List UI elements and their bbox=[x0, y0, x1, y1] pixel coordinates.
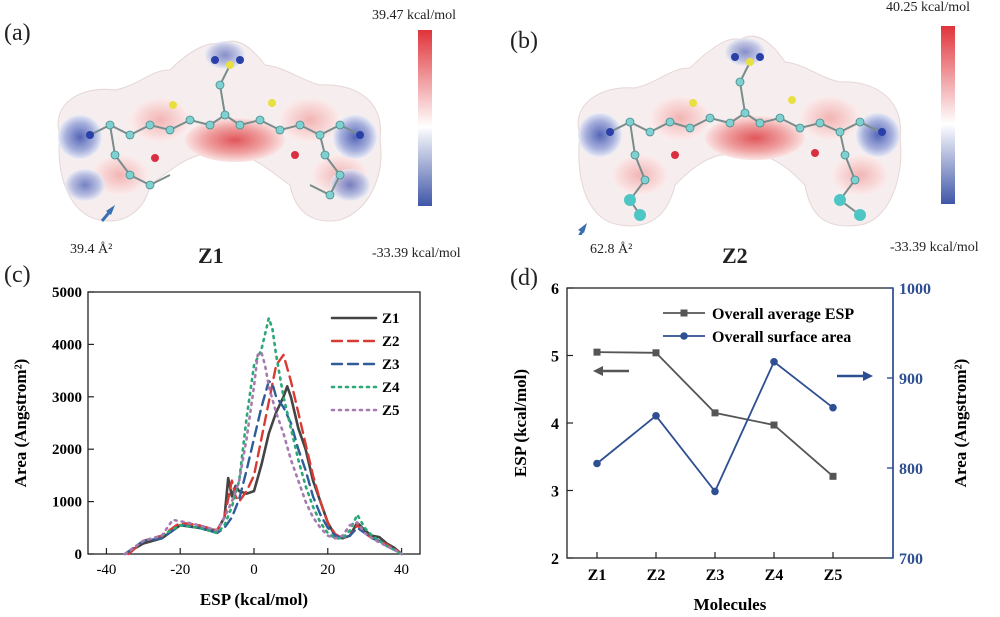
y-tick-label: 2000 bbox=[52, 442, 82, 458]
esp-surface-z2 bbox=[577, 35, 902, 235]
x-tick-label: Z4 bbox=[765, 567, 784, 584]
y-tick-label: 4000 bbox=[52, 337, 82, 353]
esp-point bbox=[652, 349, 660, 357]
legend-label-z2: Z2 bbox=[382, 334, 400, 350]
y-tick-label: 6 bbox=[551, 281, 559, 298]
esp-point bbox=[711, 409, 719, 417]
x-tick-label: -40 bbox=[96, 562, 116, 578]
y2-tick-label: 1000 bbox=[899, 281, 931, 298]
y-tick-label: 0 bbox=[75, 547, 83, 563]
colorbar-min-b: -33.39 kcal/mol bbox=[890, 240, 979, 255]
y-tick-label: 1000 bbox=[52, 495, 82, 511]
x-tick-label: 40 bbox=[394, 562, 409, 578]
colorbar-min-a: -33.39 kcal/mol bbox=[372, 246, 461, 261]
legend-marker-esp bbox=[680, 309, 688, 317]
esp-point bbox=[829, 472, 837, 480]
x-tick-label: Z3 bbox=[706, 567, 725, 584]
esp-point bbox=[770, 421, 778, 429]
series-line-area bbox=[596, 360, 834, 494]
panel-a-label: (a) bbox=[4, 20, 31, 46]
series-line-z4 bbox=[123, 316, 403, 556]
molecule-label-z2: Z2 bbox=[722, 243, 748, 268]
panel-d-label: (d) bbox=[510, 265, 538, 291]
esp-surface-z1 bbox=[57, 40, 382, 222]
x-axis-label-d: Molecules bbox=[694, 595, 767, 614]
area-point bbox=[770, 358, 778, 366]
y-tick-label: 5 bbox=[551, 349, 559, 366]
esp-area-chart: Z1 Z2 Z3 Z4 Z5 2 3 4 5 6 700 800 900 1000 Overall ave… bbox=[511, 281, 970, 614]
y2-tick-label: 800 bbox=[899, 461, 923, 478]
area-note-z1: 39.4 Å² bbox=[70, 242, 113, 257]
legend-label-area: Overall surface area bbox=[712, 329, 851, 346]
area-point bbox=[711, 487, 719, 496]
legend-label-z5: Z5 bbox=[382, 403, 400, 419]
plot-frame-c bbox=[87, 291, 421, 555]
series-line-z3 bbox=[123, 379, 403, 556]
y-tick-label: 3 bbox=[551, 484, 559, 501]
x-tick-label: Z1 bbox=[588, 567, 607, 584]
colorbar-a bbox=[418, 30, 432, 206]
panel-b-label: (b) bbox=[510, 28, 538, 54]
x-tick-label: Z2 bbox=[647, 567, 666, 584]
x-tick-label: 0 bbox=[250, 562, 258, 578]
y-tick-label: 4 bbox=[551, 416, 559, 433]
y-axis-label-c: Area (Angstrom²) bbox=[11, 359, 30, 488]
y-tick-label: 3000 bbox=[52, 390, 82, 406]
area-point bbox=[593, 459, 601, 468]
y-tick-label: 2 bbox=[551, 551, 559, 568]
x-tick-label: -20 bbox=[170, 562, 190, 578]
x-axis-label-c: ESP (kcal/mol) bbox=[200, 590, 308, 609]
y2-tick-label: 900 bbox=[899, 371, 923, 388]
y-tick-label: 5000 bbox=[52, 285, 82, 301]
legend-label-z4: Z4 bbox=[382, 380, 400, 396]
legend-label-esp: Overall average ESP bbox=[712, 306, 854, 323]
colorbar-max-b: 40.25 kcal/mol bbox=[886, 0, 970, 15]
area-note-z2: 62.8 Å² bbox=[590, 242, 633, 257]
legend-label-z1: Z1 bbox=[382, 311, 400, 327]
right-axis-arrowhead bbox=[863, 371, 873, 381]
panel-c-label: (c) bbox=[4, 262, 31, 288]
x-tick-label: Z5 bbox=[824, 567, 843, 584]
legend-label-z3: Z3 bbox=[382, 357, 400, 373]
area-point bbox=[652, 412, 660, 420]
colorbar-b bbox=[941, 26, 955, 204]
y2-tick-label: 700 bbox=[899, 551, 923, 568]
series-line-z5 bbox=[123, 351, 403, 556]
molecule-label-z1: Z1 bbox=[198, 243, 224, 268]
colorbar-max-a: 39.47 kcal/mol bbox=[372, 8, 456, 23]
esp-point bbox=[593, 348, 601, 356]
y-axis-label-d: ESP (kcal/mol) bbox=[511, 369, 530, 477]
y2-axis-label-d: Area (Angstrom²) bbox=[951, 359, 970, 488]
esp-distribution-chart: -40 -20 0 20 40 0 1000 2000 3000 4000 5000 Z1 Z2 Z3 Z… bbox=[11, 285, 421, 609]
left-axis-arrowhead bbox=[593, 366, 603, 376]
area-point bbox=[829, 403, 837, 412]
x-tick-label: 20 bbox=[320, 562, 335, 578]
legend-marker-area bbox=[680, 332, 688, 340]
